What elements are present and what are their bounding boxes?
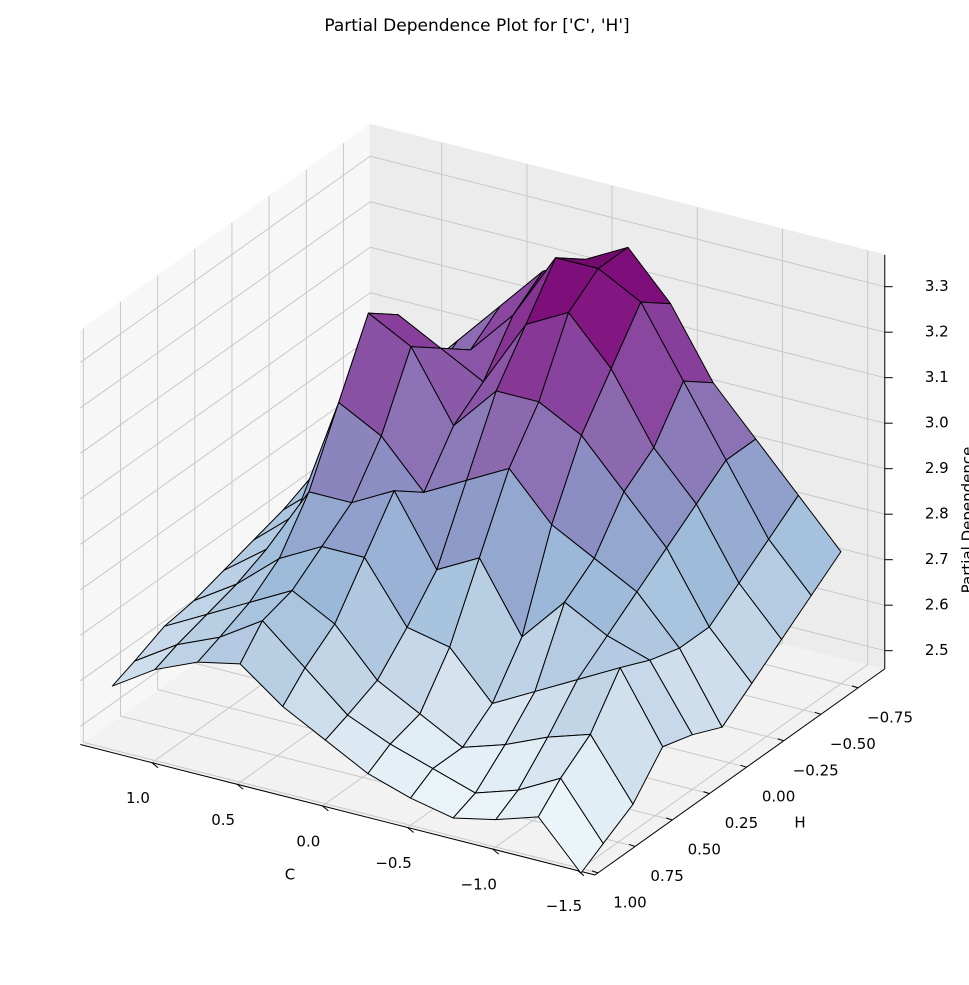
grid-line [80,337,371,545]
x-tick-label: −1.0 [461,876,497,894]
z-axis-label: Partial Dependence [959,447,969,594]
x-tick-label: −0.5 [375,854,411,872]
y-tick [777,738,784,742]
grid-line [80,292,371,500]
z-tick-label: 2.5 [925,641,949,659]
y-tick-label: −0.75 [867,708,913,726]
z-tick-label: 3.2 [925,323,949,341]
grid-line [370,155,885,288]
grid-line [80,155,371,363]
y-tick-label: 0.25 [725,814,758,832]
z-tick-label: 2.8 [925,505,949,523]
grid-line [80,383,371,591]
y-tick-label: 0.00 [762,788,795,806]
x-tick [407,827,414,833]
z-tick-label: 2.6 [925,596,949,614]
y-tick-label: 1.00 [613,893,646,911]
y-tick-label: 0.50 [688,841,721,859]
y-tick [703,791,710,795]
x-tick [151,762,159,769]
y-tick [814,711,822,715]
z-tick-label: 3.1 [925,368,949,386]
y-tick [851,685,859,689]
y-tick-label: −0.25 [793,761,839,779]
z-tick-label: 2.7 [925,550,949,568]
z-tick-label: 3.0 [925,414,949,432]
x-tick [492,848,500,855]
y-axis-label: H [794,814,805,832]
x-axis-label: C [285,866,295,884]
y-tick [666,817,673,821]
y-tick [628,843,636,847]
z-tick-label: 3.3 [925,277,949,295]
surface-face [537,777,604,874]
chart-title: Partial Dependence Plot for ['C', 'H'] [324,16,629,36]
y-tick-label: 0.75 [650,867,683,885]
grid-line [80,246,371,454]
x-tick-label: −1.5 [546,897,582,915]
y-tick [740,764,747,768]
x-tick [322,805,329,812]
y-tick-label: −0.50 [830,735,876,753]
grid-line [83,741,599,874]
grid-line [80,201,371,409]
x-tick [236,783,244,790]
y-tick [591,870,599,874]
x-tick-label: 1.0 [126,789,150,807]
grid-line [577,664,869,872]
x-axis-line [80,744,596,876]
y-axis-line [594,668,886,876]
z-tick-label: 2.9 [925,459,949,477]
x-tick-label: 0.5 [211,811,235,829]
x-tick-label: 0.0 [296,832,320,850]
